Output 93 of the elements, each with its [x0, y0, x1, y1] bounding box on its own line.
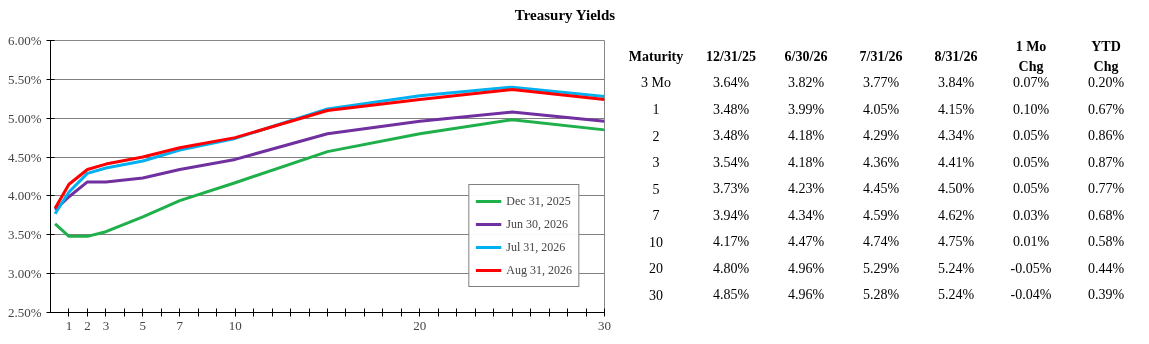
text: 0.86%	[1087, 128, 1125, 144]
text: 4.29%	[862, 128, 900, 144]
y-tick-label: 5.00%	[7, 110, 42, 126]
y-tick-label: 4.50%	[7, 149, 42, 165]
category-label: 5	[652, 181, 660, 197]
text: 4.85%	[712, 287, 750, 303]
line-series	[53, 110, 605, 212]
x-tick-label: 3	[102, 317, 110, 333]
x-tick-label: 7	[176, 317, 184, 333]
text: 5.28%	[862, 287, 900, 303]
y-tick-label: 2.50%	[7, 305, 42, 320]
text: 0.68%	[1087, 207, 1125, 223]
y-tick-label: 5.50%	[7, 71, 42, 87]
legend-label: Dec 31, 2025	[506, 193, 571, 209]
x-tick-label: 1	[65, 317, 73, 333]
text: 3.48%	[712, 128, 750, 144]
text: 0.05%	[1012, 128, 1050, 144]
y-tick-label: 3.00%	[7, 266, 42, 282]
text: 3.99%	[787, 101, 825, 117]
text: 0.10%	[1012, 101, 1050, 117]
chart-title: Treasury Yields	[514, 6, 616, 25]
text: 4.75%	[937, 234, 975, 250]
text: 4.80%	[712, 260, 750, 276]
category-label: 1	[652, 102, 660, 118]
text: 0.07%	[1012, 75, 1050, 91]
text: 4.36%	[862, 154, 900, 170]
text: 0.20%	[1087, 75, 1125, 91]
x-tick-label: 2	[84, 317, 91, 333]
text: 4.15%	[937, 101, 975, 117]
category-label: 12/31/25	[706, 48, 756, 64]
text: 4.23%	[787, 181, 825, 197]
category-label: 7	[652, 208, 660, 224]
text: 0.01%	[1012, 234, 1050, 250]
text: 0.44%	[1087, 260, 1125, 276]
text: 4.45%	[862, 181, 900, 197]
category-label: 20	[649, 261, 663, 277]
text: 0.87%	[1087, 154, 1125, 170]
text: 3.73%	[712, 181, 750, 197]
text: 5.24%	[937, 260, 975, 276]
text: 4.47%	[787, 234, 825, 250]
text: 4.62%	[937, 207, 975, 223]
x-tick-label: 5	[139, 317, 147, 333]
x-tick-label: 30	[598, 317, 611, 333]
text: 3.94%	[712, 207, 750, 223]
text: -0.05%	[1010, 260, 1052, 276]
x-tick-label: 20	[413, 317, 427, 333]
text: 5.24%	[937, 287, 975, 303]
text: 4.50%	[937, 181, 975, 197]
text: 0.05%	[1012, 181, 1050, 197]
text: 4.96%	[787, 260, 825, 276]
text: 4.18%	[787, 154, 825, 170]
text: 4.34%	[787, 207, 825, 223]
text: 0.39%	[1087, 287, 1125, 303]
category-label: YTD Chg	[1091, 39, 1121, 74]
text: 4.74%	[862, 234, 900, 250]
text: -0.04%	[1010, 287, 1052, 303]
text: 3.77%	[862, 75, 900, 91]
text: 4.59%	[862, 207, 900, 223]
category-label: 2	[652, 128, 660, 144]
legend-label: Jun 30, 2026	[506, 216, 568, 232]
text: 4.41%	[937, 154, 975, 170]
text: 0.05%	[1012, 154, 1050, 170]
text: 3.48%	[712, 101, 750, 117]
text: 3.54%	[712, 154, 750, 170]
text: 0.03%	[1012, 207, 1050, 223]
y-tick-label: 3.50%	[7, 227, 42, 243]
text: 3.82%	[787, 75, 825, 91]
category-label: 30	[649, 287, 663, 303]
text: 3.84%	[937, 75, 975, 91]
text: 0.58%	[1087, 234, 1125, 250]
category-label: 3 Mo	[641, 75, 671, 91]
y-tick-label: 4.00%	[7, 188, 42, 204]
category-label: 6/30/26	[784, 48, 828, 64]
category-label: 7/31/26	[859, 48, 903, 64]
category-label: Maturity	[628, 48, 684, 64]
x-tick-label: 10	[228, 317, 242, 333]
text: 4.18%	[787, 128, 825, 144]
legend-label: Aug 31, 2026	[506, 262, 572, 278]
text: 5.29%	[862, 260, 900, 276]
category-label: 10	[649, 234, 663, 250]
category-label: 8/31/26	[934, 48, 978, 64]
text: 4.34%	[937, 128, 975, 144]
category-label: 1 Mo Chg	[1015, 39, 1047, 74]
text: 4.17%	[712, 234, 750, 250]
category-label: 3	[652, 155, 660, 171]
legend-label: Jul 31, 2026	[506, 239, 566, 255]
text: 4.96%	[787, 287, 825, 303]
line-series	[53, 118, 605, 238]
text: 4.05%	[862, 101, 900, 117]
y-tick-label: 6.00%	[7, 33, 42, 48]
text: 3.64%	[712, 75, 750, 91]
text: 0.67%	[1087, 101, 1125, 117]
text: 0.77%	[1087, 181, 1125, 197]
